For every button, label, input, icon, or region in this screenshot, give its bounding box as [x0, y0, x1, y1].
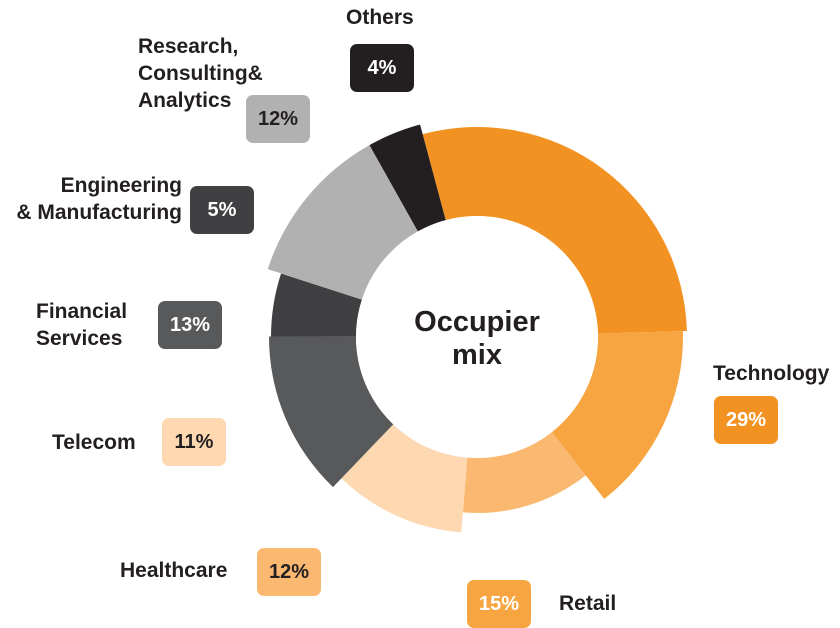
- value-badge-research-consulting-analytics: 12%: [246, 95, 310, 143]
- donut-slice-financial-services: [269, 336, 394, 488]
- value-badge-engineering-manufacturing: 5%: [190, 186, 254, 234]
- donut-slice-healthcare: [462, 432, 586, 513]
- donut-slice-research-consulting-analytics: [267, 145, 418, 300]
- category-label-healthcare: Healthcare: [120, 559, 228, 582]
- value-badge-telecom: 11%: [162, 418, 226, 466]
- value-badge-technology: 29%: [714, 396, 778, 444]
- donut-slice-technology: [422, 127, 687, 334]
- donut-slice-telecom: [341, 424, 468, 533]
- category-label-research-consulting-analytics: Research, Consulting& Analytics: [138, 35, 263, 112]
- center-label-line-1: Occupier: [414, 306, 540, 338]
- value-badge-retail: 15%: [467, 580, 531, 628]
- category-label-telecom: Telecom: [52, 431, 136, 454]
- category-label-others: Others: [346, 6, 414, 29]
- value-badge-healthcare: 12%: [257, 548, 321, 596]
- category-label-engineering-manufacturing: Engineering & Manufacturing: [16, 174, 182, 224]
- donut-slice-retail: [551, 331, 683, 499]
- donut-slice-engineering-manufacturing: [271, 273, 362, 337]
- category-label-retail: Retail: [559, 592, 617, 615]
- value-badge-financial-services: 13%: [158, 301, 222, 349]
- center-label-line-2: mix: [452, 339, 502, 371]
- value-badge-others: 4%: [350, 44, 414, 92]
- category-label-financial-services: Financial Services: [36, 300, 128, 350]
- chart-center-label: Occupier mix: [396, 306, 558, 372]
- donut-slice-others: [369, 124, 446, 232]
- donut-hole: [356, 216, 598, 458]
- category-label-technology: Technology: [713, 362, 830, 385]
